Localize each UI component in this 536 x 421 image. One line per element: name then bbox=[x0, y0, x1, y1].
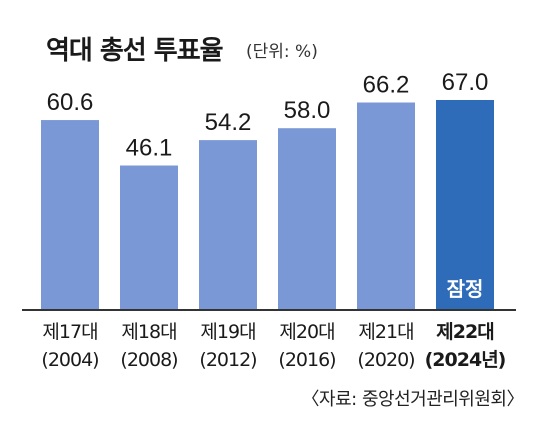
bar-1 bbox=[41, 120, 99, 311]
value-label-2: 46.1 bbox=[126, 135, 173, 162]
chart-title: 역대 총선 투표율 bbox=[46, 36, 224, 66]
source-note: 〈자료: 중앙선거관리위원회〉 bbox=[301, 389, 525, 410]
value-label-1: 60.6 bbox=[47, 89, 94, 116]
x-tick-label-4: 제20대 bbox=[279, 321, 334, 343]
x-tick-year-1: (2004) bbox=[41, 349, 98, 371]
bar-2 bbox=[120, 165, 178, 310]
value-label-6: 67.0 bbox=[442, 69, 489, 96]
x-tick-year-2: (2008) bbox=[120, 349, 177, 371]
provisional-annotation: 잠정 bbox=[447, 277, 484, 301]
x-tick-label-6: 제22대 bbox=[436, 321, 493, 343]
x-tick-year-6: (2024년) bbox=[425, 349, 506, 371]
value-label-3: 54.2 bbox=[205, 109, 252, 136]
x-tick-year-4: (2016) bbox=[278, 349, 335, 371]
unit-label: (단위: %) bbox=[246, 42, 318, 62]
value-label-5: 66.2 bbox=[363, 72, 410, 99]
x-tick-label-1: 제17대 bbox=[42, 321, 97, 343]
bar-5 bbox=[357, 102, 415, 310]
value-label-4: 58.0 bbox=[284, 97, 331, 124]
x-tick-label-2: 제18대 bbox=[121, 321, 176, 343]
bar-4 bbox=[278, 128, 336, 310]
x-tick-year-3: (2012) bbox=[199, 349, 256, 371]
bar-6 bbox=[436, 100, 494, 310]
x-tick-year-5: (2020) bbox=[357, 349, 414, 371]
bar-3 bbox=[199, 140, 257, 310]
x-tick-label-5: 제21대 bbox=[358, 321, 413, 343]
x-tick-label-3: 제19대 bbox=[200, 321, 255, 343]
